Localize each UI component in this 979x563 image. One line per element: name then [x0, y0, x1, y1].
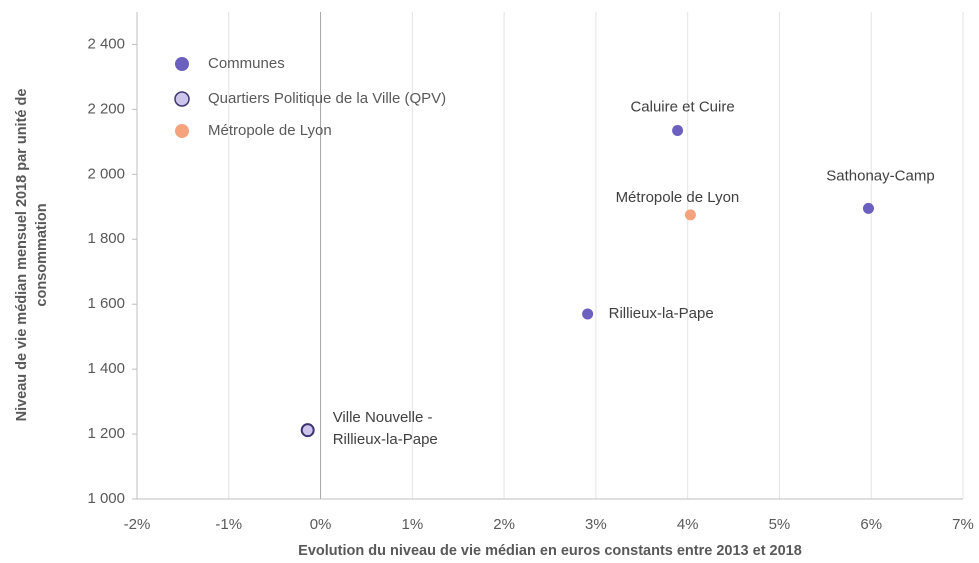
x-tick-label: 6% — [860, 516, 882, 533]
legend-label: Métropole de Lyon — [208, 122, 332, 139]
legend-marker — [175, 124, 189, 138]
point — [684, 209, 696, 221]
x-tick-label: 7% — [952, 516, 974, 533]
data-label: Caluire et Cuire — [630, 98, 734, 115]
y-tick-label: 1 000 — [87, 490, 125, 507]
x-axis-title: Evolution du niveau de vie médian en eur… — [298, 543, 802, 559]
point — [862, 202, 874, 214]
y-tick-label: 2 200 — [87, 100, 125, 117]
x-tick-label: 1% — [401, 516, 423, 533]
y-tick-label: 1 400 — [87, 360, 125, 377]
data-label: Rillieux-la-Pape — [333, 431, 438, 448]
y-axis-title-line: Niveau de vie médian mensuel 2018 par un… — [14, 89, 30, 422]
point — [300, 423, 315, 438]
legend-label: Quartiers Politique de la Ville (QPV) — [208, 90, 446, 107]
legend-marker — [175, 57, 189, 71]
point — [672, 125, 684, 137]
x-tick-label: 2% — [493, 516, 515, 533]
y-tick-label: 1 200 — [87, 425, 125, 442]
data-label: Ville Nouvelle - — [333, 409, 433, 426]
legend-label: Communes — [208, 55, 285, 72]
y-tick-label: 2 000 — [87, 165, 125, 182]
data-label: Métropole de Lyon — [616, 189, 740, 206]
x-tick-label: -1% — [215, 516, 242, 533]
y-tick-label: 1 800 — [87, 230, 125, 247]
data-label: Sathonay-Camp — [826, 167, 934, 184]
y-axis-title-line: consommation — [34, 203, 50, 306]
y-axis-title: Niveau de vie médian mensuel 2018 par un… — [14, 89, 50, 422]
x-tick-label: 3% — [585, 516, 607, 533]
point — [582, 308, 594, 320]
x-tick-label: -2% — [124, 516, 151, 533]
y-tick-label: 2 400 — [87, 35, 125, 52]
x-tick-label: 5% — [769, 516, 791, 533]
data-label: Rillieux-la-Pape — [609, 305, 714, 322]
legend-marker — [174, 91, 190, 107]
y-tick-label: 1 600 — [87, 295, 125, 312]
x-tick-label: 0% — [310, 516, 332, 533]
x-tick-label: 4% — [677, 516, 699, 533]
